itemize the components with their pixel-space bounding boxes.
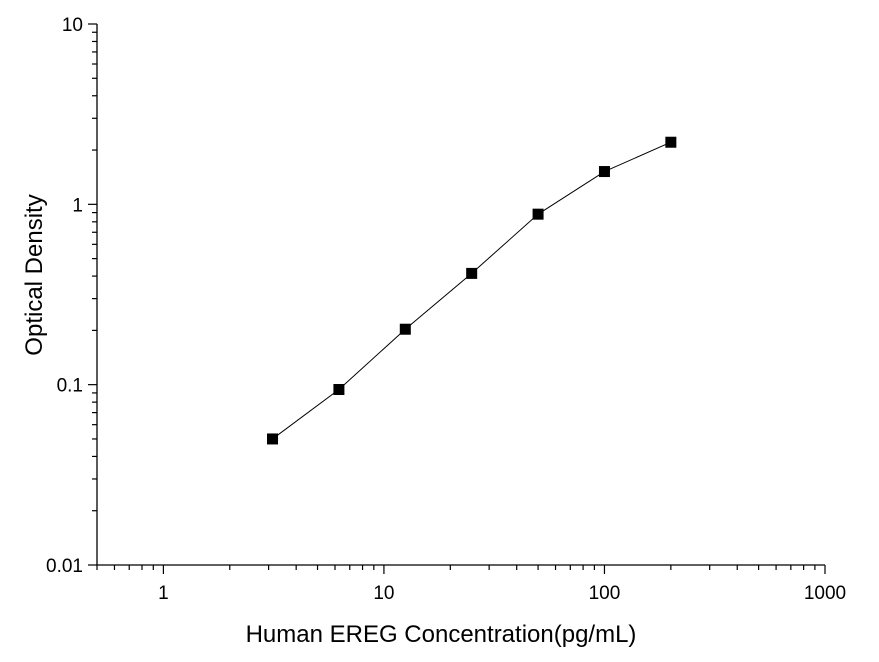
axis-ticks — [88, 23, 826, 574]
series-line — [272, 141, 672, 440]
data-point-marker — [598, 166, 610, 178]
data-point-marker — [532, 208, 544, 220]
data-point-marker — [466, 267, 478, 279]
y-tick-label: 0.1 — [57, 376, 83, 397]
y-tick-label: 0.01 — [46, 556, 83, 577]
axis-tick-labels: 1 10 100 1000 0.01 0.1 1 10 — [46, 15, 846, 604]
data-point-marker — [267, 433, 279, 445]
x-tick-label: 100 — [589, 583, 621, 604]
data-point-marker — [333, 384, 345, 396]
y-tick-label: 1 — [72, 195, 83, 216]
axes — [96, 24, 825, 566]
x-tick-label: 1000 — [804, 583, 846, 604]
data-point-marker — [665, 136, 677, 148]
data-point-marker — [399, 323, 411, 335]
y-tick-label: 10 — [62, 15, 83, 36]
x-tick-label: 1 — [158, 583, 169, 604]
x-tick-label: 10 — [373, 583, 394, 604]
data-series — [267, 136, 677, 445]
x-axis-title: Human EREG Concentration(pg/mL) — [246, 621, 637, 648]
y-axis-title: Optical Density — [21, 194, 48, 355]
